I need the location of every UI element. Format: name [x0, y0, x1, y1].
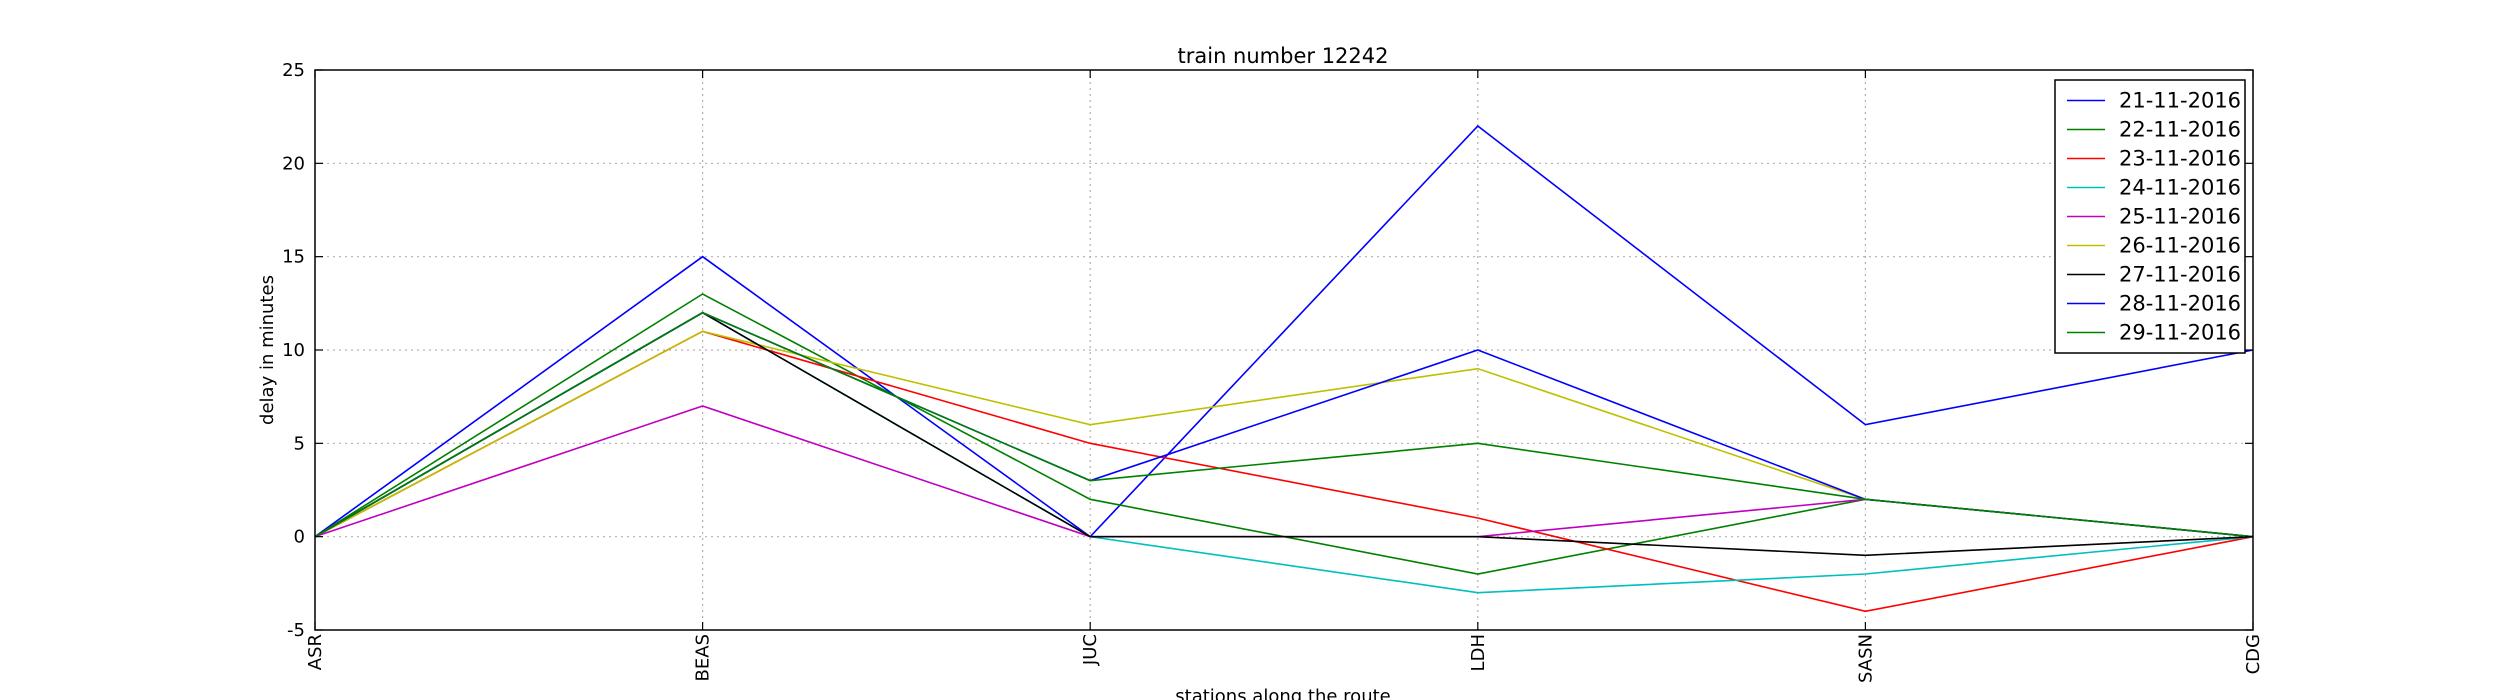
series-line-21-11-2016 [314, 124, 2254, 538]
legend-label: 23-11-2016 [2119, 147, 2241, 171]
legend-label: 27-11-2016 [2119, 263, 2241, 287]
x-tick-label: LDH [1468, 634, 1489, 671]
legend-label: 29-11-2016 [2119, 321, 2241, 345]
chart-title: train number 12242 [1178, 44, 1389, 68]
series-line-27-11-2016 [314, 311, 2254, 557]
series-line-26-11-2016 [314, 330, 2254, 538]
legend: 21-11-2016 22-11-2016 23-11-2016 24-11-2016… [2054, 79, 2246, 354]
y-tick-label: 10 [282, 340, 305, 361]
y-tick-labels: -5 0 5 10 15 20 25 [282, 60, 2253, 641]
plot-frame [314, 69, 2254, 631]
series-line-23-11-2016 [314, 330, 2254, 613]
y-tick-label: 0 [294, 527, 305, 548]
legend-label: 28-11-2016 [2119, 292, 2241, 316]
series-line-25-11-2016 [314, 405, 2254, 538]
y-tick-label: 25 [282, 60, 305, 81]
series-line-29-11-2016 [314, 311, 2254, 538]
x-tick-labels: ASR BEAS JUC LDH SASN CDG [305, 70, 2264, 683]
legend-label: 22-11-2016 [2119, 118, 2241, 142]
series-line-28-11-2016 [314, 311, 2254, 538]
x-tick-label: ASR [305, 634, 326, 670]
legend-label: 25-11-2016 [2119, 205, 2241, 229]
y-tick-label: 15 [282, 247, 305, 268]
series-lines [314, 124, 2254, 613]
x-axis-label: stations along the route [1175, 686, 1390, 700]
y-tick-label: 20 [282, 153, 305, 174]
grid-lines [315, 70, 2253, 630]
x-tick-label: CDG [2243, 634, 2264, 674]
legend-label: 26-11-2016 [2119, 234, 2241, 258]
y-tick-label: -5 [287, 620, 305, 641]
legend-label: 21-11-2016 [2119, 89, 2241, 113]
y-axis-label: delay in minutes [257, 275, 278, 425]
legend-label: 24-11-2016 [2119, 176, 2241, 200]
x-tick-label: SASN [1855, 634, 1876, 683]
y-tick-label: 5 [294, 433, 305, 454]
x-tick-label: BEAS [693, 634, 714, 681]
series-line-22-11-2016 [314, 293, 2254, 575]
x-tick-label: JUC [1080, 634, 1101, 666]
